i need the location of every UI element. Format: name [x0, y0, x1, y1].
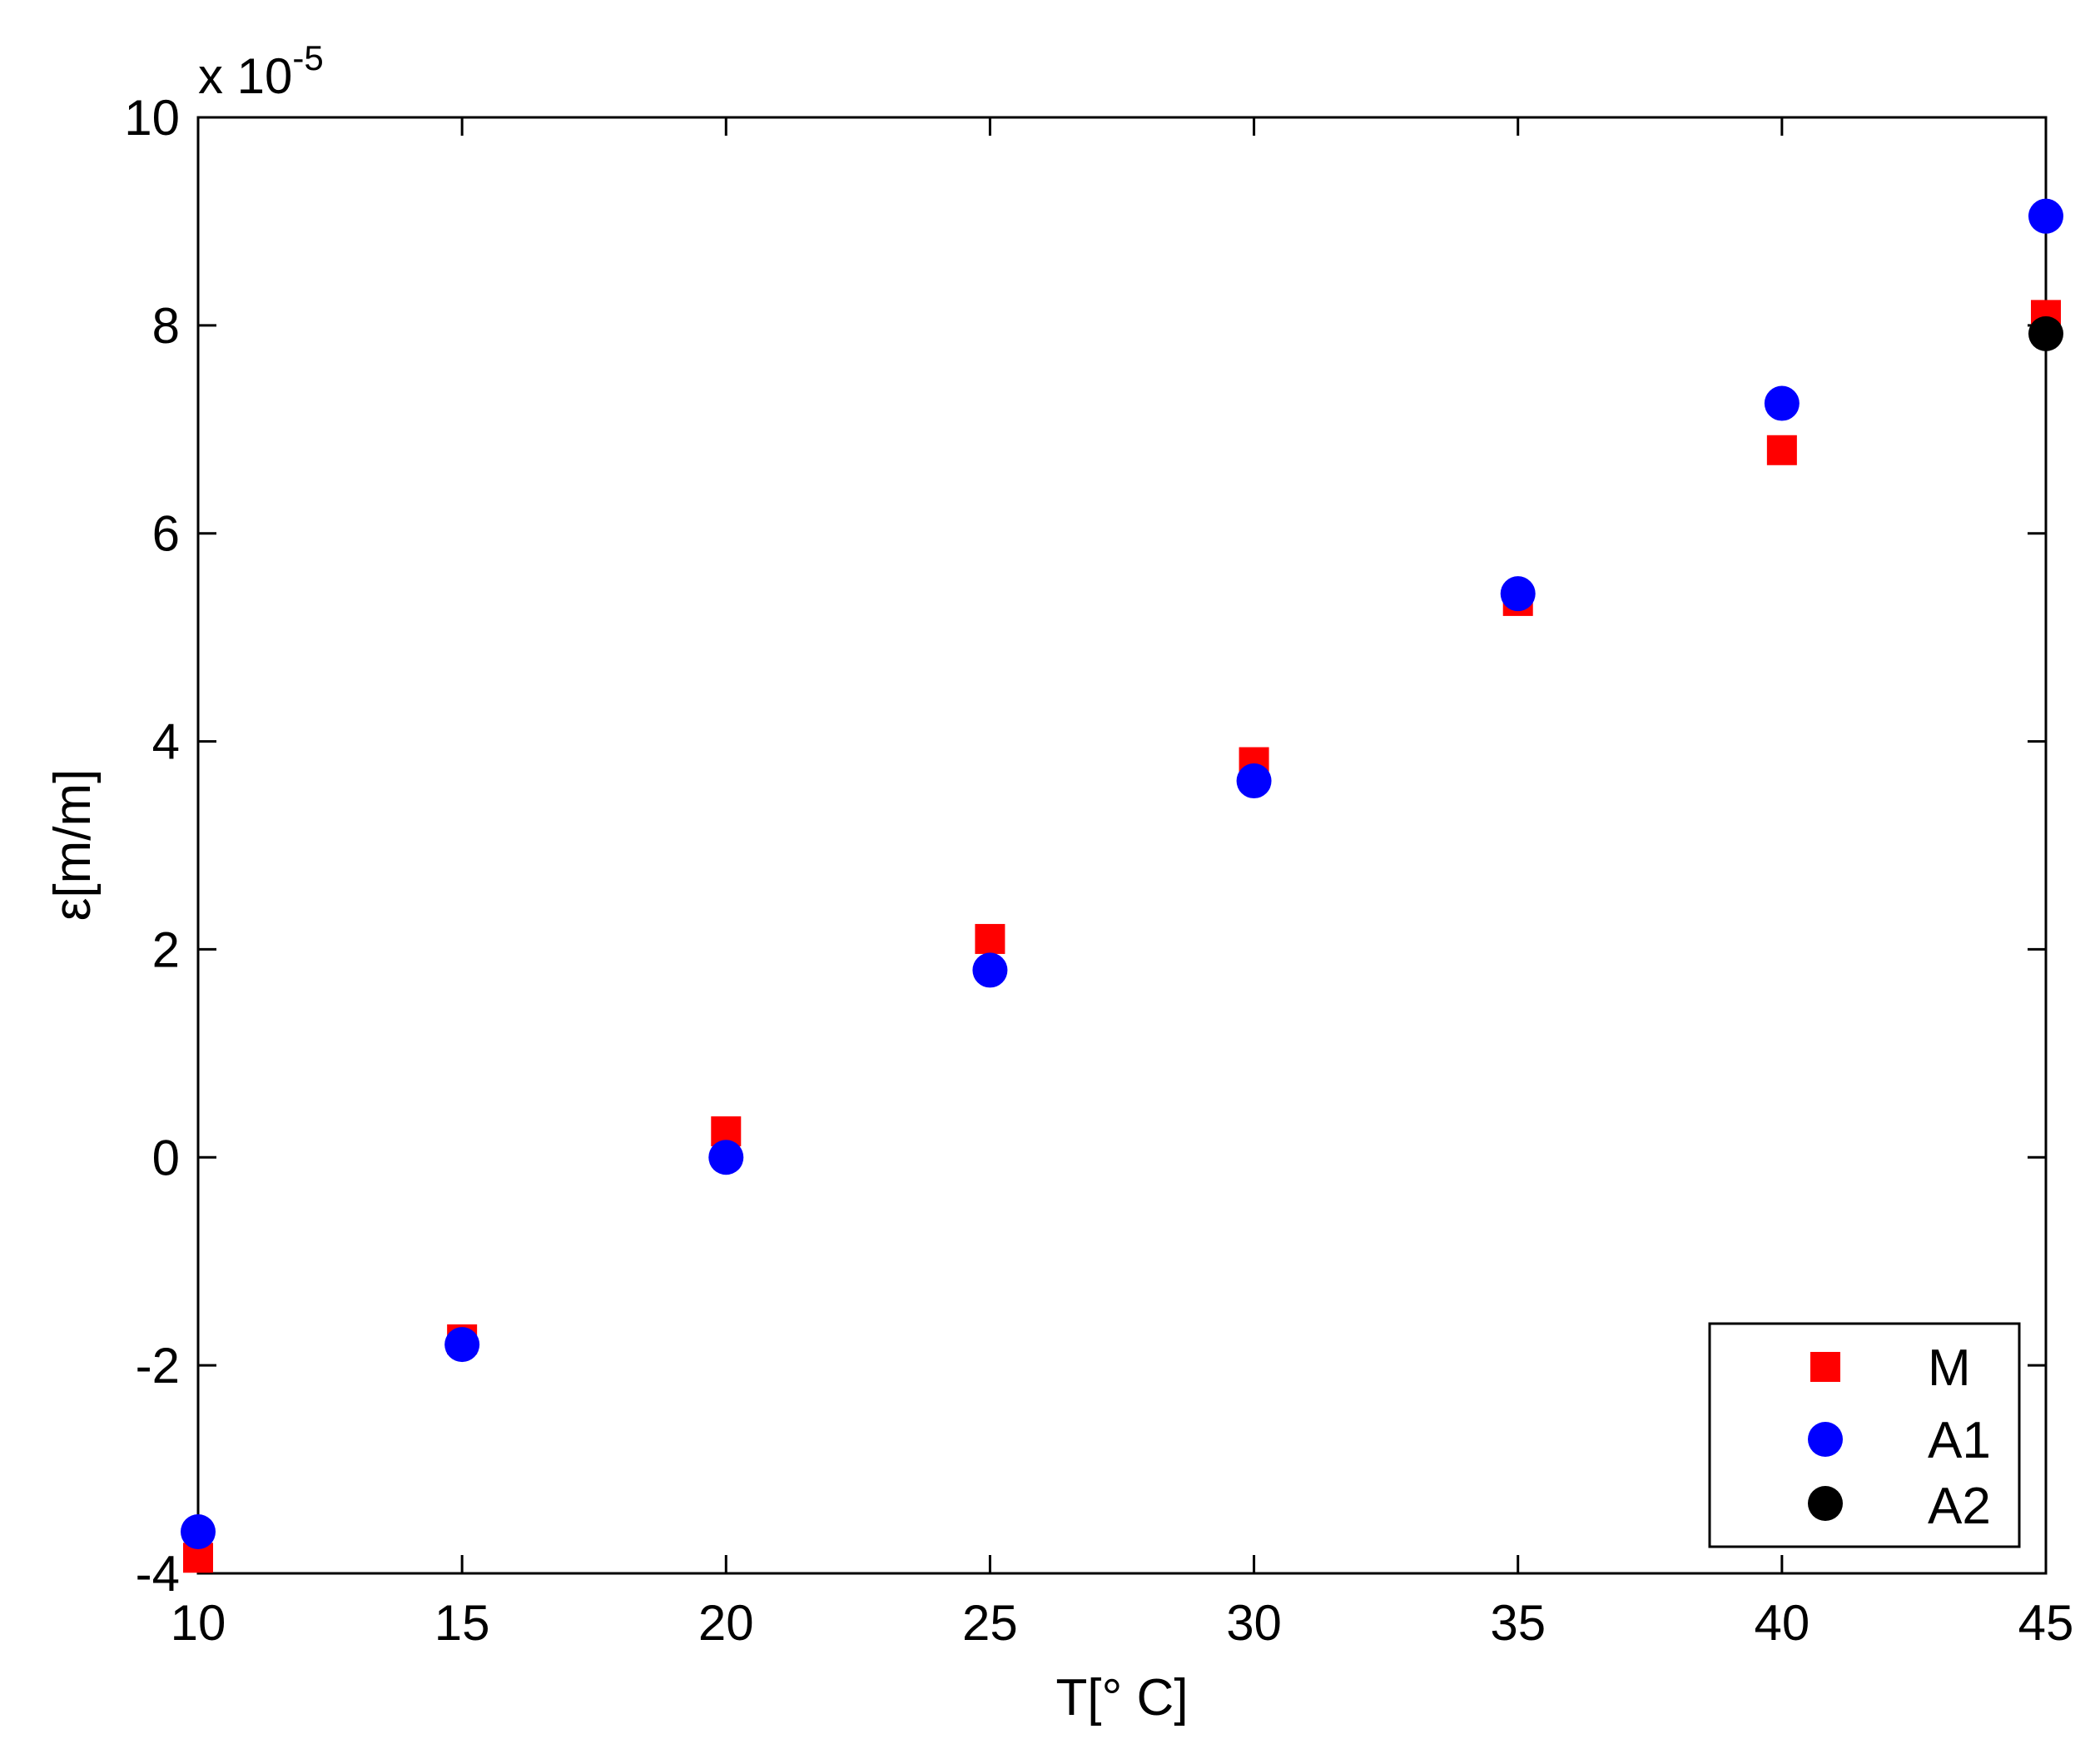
- y-tick-label: 8: [152, 298, 180, 354]
- x-tick-labels: 10 15 20 25 30 35 40 45: [171, 1595, 2074, 1651]
- y-tick-label: 10: [124, 90, 180, 146]
- legend-marker-A1: [1808, 1422, 1843, 1457]
- point-M: [1766, 435, 1797, 465]
- legend-label-M: M: [1928, 1339, 1971, 1397]
- x-tick-label: 25: [962, 1595, 1018, 1651]
- point-A1: [708, 1140, 744, 1175]
- point-A1: [1236, 763, 1272, 799]
- x-tick-label: 30: [1226, 1595, 1282, 1651]
- point-A2: [2028, 316, 2063, 351]
- y-exponent-base: x 10: [198, 48, 292, 104]
- legend-marker-A2: [1808, 1486, 1843, 1521]
- x-tick-label: 15: [434, 1595, 490, 1651]
- y-tick-label: 4: [152, 714, 180, 770]
- data-markers: [181, 198, 2063, 1573]
- legend-marker-M: [1810, 1352, 1840, 1382]
- point-A1: [972, 952, 1008, 988]
- x-tick-label: 40: [1754, 1595, 1810, 1651]
- y-tick-labels: -4 -2 0 2 4 6 8 10: [124, 90, 180, 1602]
- point-A1: [1764, 385, 1800, 421]
- y-axis-title: ε[m/m]: [44, 769, 102, 922]
- point-A1: [181, 1514, 216, 1550]
- y-tick-label: -2: [136, 1338, 180, 1394]
- point-M: [975, 923, 1005, 954]
- x-tick-label: 20: [698, 1595, 754, 1651]
- x-tick-label: 45: [2018, 1595, 2074, 1651]
- y-tick-label: -4: [136, 1546, 180, 1602]
- y-tick-label: 2: [152, 922, 180, 977]
- legend-label-A2: A2: [1928, 1478, 1991, 1535]
- legend: M A1 A2: [1708, 1322, 2021, 1548]
- y-tick-label: 6: [152, 506, 180, 562]
- y-exponent-label: x 10-5: [198, 38, 324, 104]
- point-A1: [2028, 198, 2063, 234]
- point-A1: [444, 1327, 480, 1363]
- x-tick-label: 10: [171, 1595, 226, 1651]
- x-axis-title: T[° C]: [1055, 1669, 1188, 1727]
- legend-box: [1708, 1322, 2021, 1548]
- point-A1: [1500, 576, 1536, 612]
- y-exponent-power: -5: [292, 38, 323, 77]
- x-tick-label: 35: [1490, 1595, 1546, 1651]
- y-tick-label: 0: [152, 1130, 180, 1185]
- legend-label-A1: A1: [1928, 1412, 1991, 1469]
